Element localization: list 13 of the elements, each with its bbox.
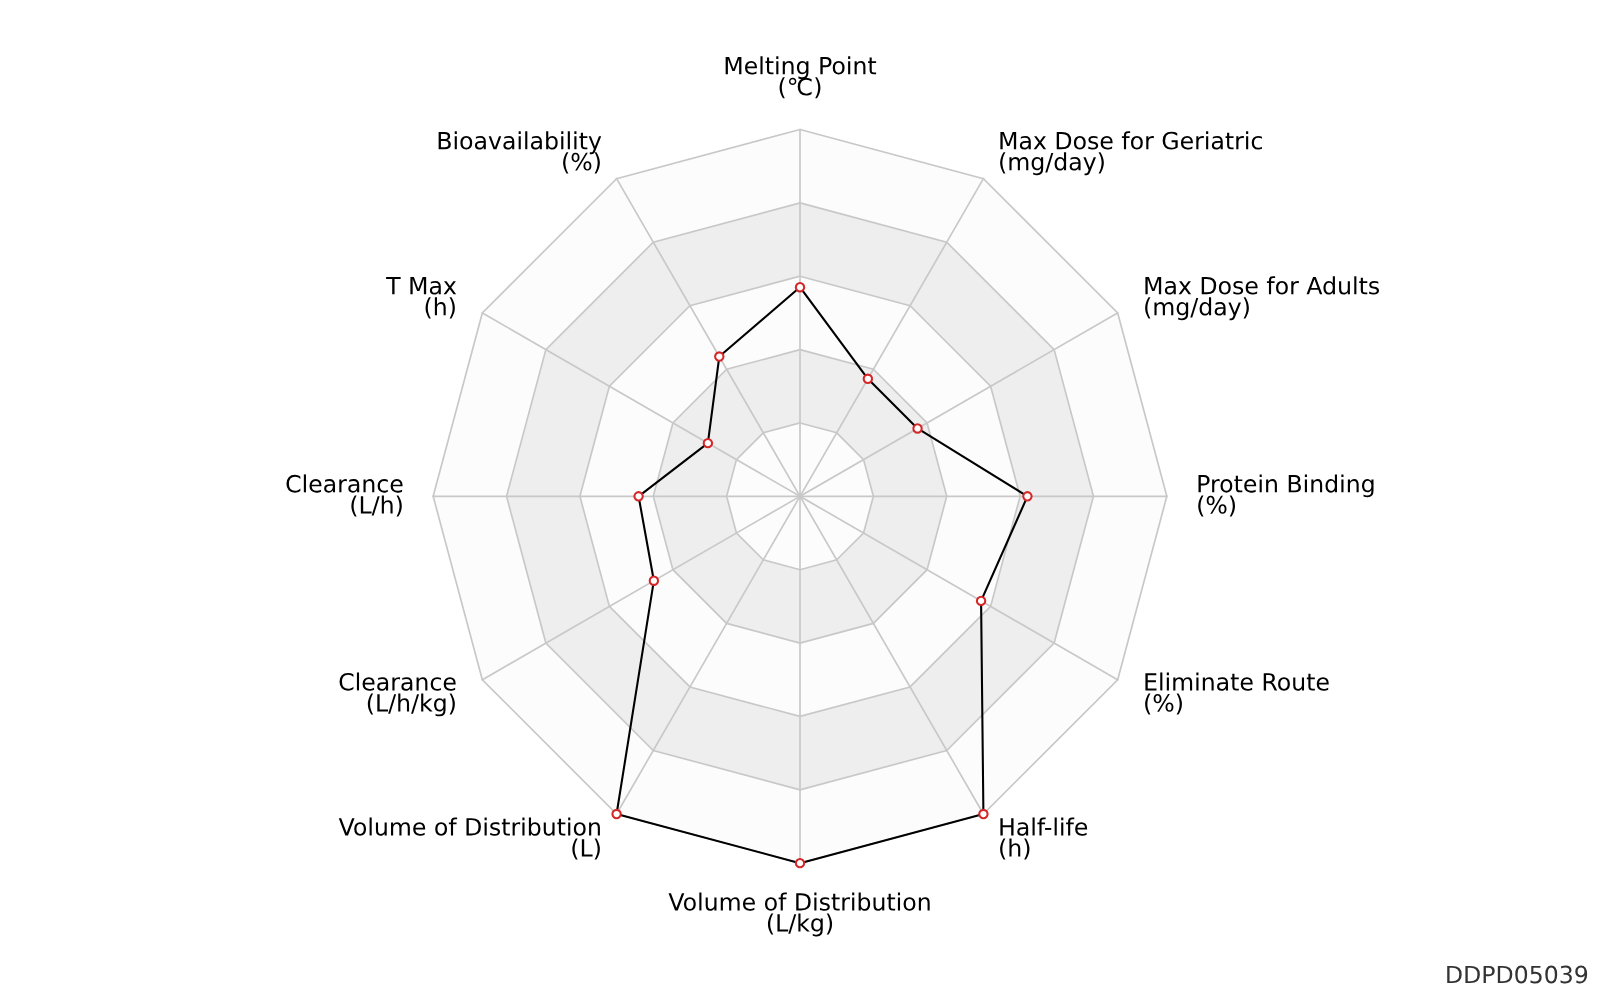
spoke-label: Clearance (L/h): [286, 474, 403, 517]
text: DDPD05039: [1447, 965, 1588, 984]
spoke-label: Melting Point (℃): [725, 56, 877, 99]
spoke-label: Volume of Distribution (L): [338, 817, 600, 860]
spoke-label: Max Dose for Geriatric (mg/day): [1000, 131, 1262, 176]
spoke-label: Max Dose for Adults (mg/day): [1145, 276, 1379, 321]
spoke-label: Half-life (h): [1000, 817, 1088, 860]
spoke-label: Protein Binding (%): [1198, 474, 1374, 517]
spoke-label: T Max (h): [386, 277, 457, 319]
spoke-label: Clearance (L/h/kg): [339, 672, 456, 717]
spoke-label: Bioavailability (%): [438, 131, 602, 174]
spoke-label: Eliminate Route (%): [1145, 672, 1329, 715]
spoke-label: Volume of Distribution (L/kg): [668, 892, 930, 937]
